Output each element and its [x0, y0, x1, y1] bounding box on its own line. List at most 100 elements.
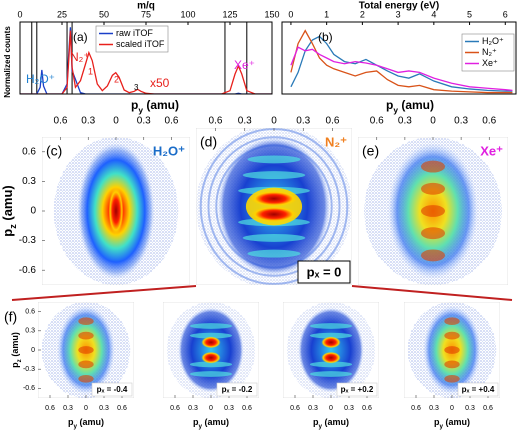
ion-label: N₂⁺: [325, 134, 347, 149]
y-tick-label: -0.3: [23, 366, 35, 373]
x-tick-label: 0.6: [45, 405, 55, 412]
x-tick-label: 0: [17, 9, 22, 19]
legend-box: [95, 25, 169, 53]
x-tick-label: 0.6: [411, 405, 421, 412]
annotation: 3: [134, 83, 139, 92]
lobe: [321, 351, 341, 364]
x-tick-label: 0: [450, 405, 454, 412]
series-line: [290, 29, 513, 94]
x-tick-label: 3: [396, 9, 401, 19]
x-axis-title: py (amu): [313, 417, 349, 430]
band: [309, 332, 353, 339]
px-label-box: [336, 382, 378, 397]
y-tick-label: 0.3: [25, 328, 35, 335]
band: [189, 323, 233, 329]
y-tick-label: 0: [30, 206, 36, 217]
x-axis-title-rest: (amu): [322, 417, 349, 427]
band: [247, 155, 301, 164]
px-label-box: [297, 260, 351, 284]
px-label: pₓ = 0: [307, 264, 342, 279]
legend-label: H₂O⁺: [482, 36, 504, 46]
annotation: 2: [114, 74, 119, 84]
x-axis-title-base: p: [434, 417, 440, 427]
spot: [421, 205, 445, 217]
y-tick-label: 0.6: [25, 308, 35, 315]
image: [404, 302, 500, 398]
band: [247, 249, 301, 258]
x-axis-title-sub: y: [393, 105, 398, 115]
y-axis-title: pz (amu): [10, 332, 23, 368]
panel-label: (e): [362, 143, 379, 159]
x-axis-title-base: p: [313, 417, 319, 427]
spot: [421, 249, 445, 262]
x-tick-label: 0: [329, 405, 333, 412]
x-tick-label: 0.3: [296, 116, 310, 127]
px-label-box: [91, 382, 133, 397]
y-axis-title-base: p: [0, 229, 15, 237]
annotation: Xe⁺: [234, 58, 255, 72]
image: [196, 128, 352, 285]
connector: [351, 285, 513, 301]
legend-label: Xe⁺: [482, 58, 498, 68]
x-tick-label: 0.3: [308, 405, 318, 412]
x-tick-label: 2: [360, 9, 365, 19]
x-tick-label: 0.6: [362, 405, 372, 412]
lobe: [201, 351, 221, 364]
x-tick-label: 0.6: [54, 116, 68, 127]
px-label: pₓ = +0.4: [462, 385, 495, 394]
y-tick-label: 0: [31, 347, 35, 354]
y-tick-label: -0.6: [23, 385, 35, 392]
x-tick-label: 25: [57, 9, 67, 19]
x-tick-label: 0.3: [454, 116, 468, 127]
x-axis-title-base: p: [68, 417, 74, 427]
x-axis-title: py (amu): [386, 98, 434, 115]
x-axis-title-sub: y: [73, 423, 77, 430]
spot: [444, 317, 460, 326]
y-axis-title-rest: (amu): [10, 332, 20, 359]
panel-label: (c): [46, 143, 62, 159]
image: [163, 302, 259, 398]
x-tick-label: 0.6: [482, 116, 496, 127]
x-axis-title: py (amu): [434, 417, 470, 430]
annotation: (b): [318, 30, 333, 44]
x-tick-label: 1: [324, 9, 329, 19]
spot: [78, 317, 94, 326]
spot: [444, 360, 460, 369]
x-tick-label: 0: [209, 405, 213, 412]
annotation: x50: [150, 76, 170, 90]
annotation: (a): [73, 30, 88, 44]
x-axis-title-rest: (amu): [443, 417, 470, 427]
x-axis-title-rest: (amu): [398, 98, 434, 112]
annotation: H₂O⁺: [26, 72, 55, 86]
px-label: pₓ = -0.2: [222, 385, 253, 394]
band: [309, 323, 353, 329]
x-axis-title-sub: y: [318, 423, 322, 430]
x-tick-label: 0.3: [398, 116, 412, 127]
panel-label: (f): [4, 309, 17, 325]
y-axis-title: pz (amu): [0, 185, 18, 237]
spot: [444, 346, 460, 354]
image: [38, 302, 134, 398]
px-label-box: [457, 382, 499, 397]
band: [189, 332, 233, 339]
ion-label: Xe⁺: [480, 143, 503, 158]
x-axis-title: py (amu): [68, 417, 104, 430]
series-line: [20, 30, 272, 94]
lobe: [201, 336, 221, 349]
image: [42, 137, 190, 285]
x-tick-label: 0.3: [224, 405, 234, 412]
x-tick-label: 0.6: [326, 116, 340, 127]
ring: [207, 136, 341, 277]
px-label-box: [216, 382, 258, 397]
x-axis-title-base: p: [131, 98, 138, 112]
legend-label: scaled iTOF: [116, 39, 165, 49]
band: [242, 171, 306, 180]
x-tick-label: 0.6: [290, 405, 300, 412]
x-tick-label: 0.3: [99, 405, 109, 412]
x-tick-label: 0.3: [188, 405, 198, 412]
spot: [421, 182, 445, 195]
x-tick-label: 0.6: [242, 405, 252, 412]
spot: [444, 331, 460, 340]
x-axis-title-base: p: [193, 417, 199, 427]
